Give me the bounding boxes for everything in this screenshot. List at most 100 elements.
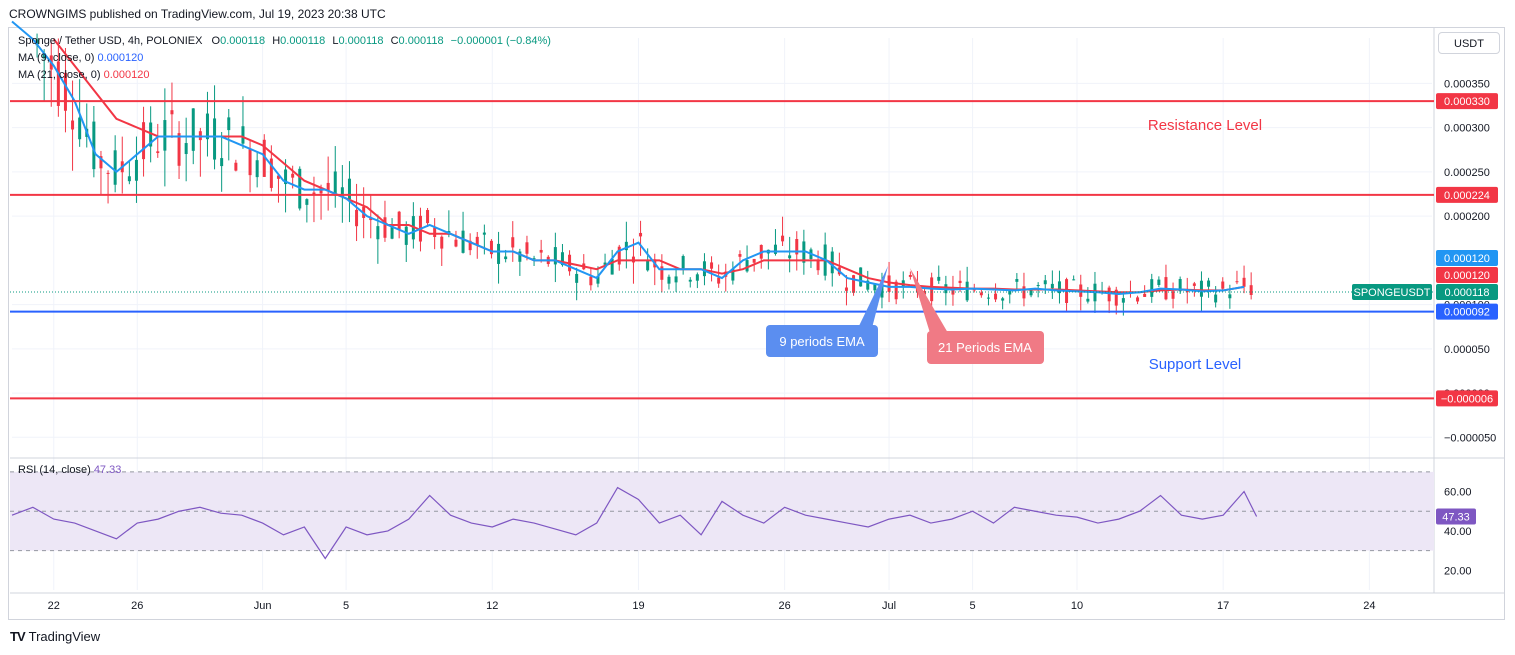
candle-body — [234, 162, 238, 171]
rsi-value: 47.33 — [93, 464, 122, 476]
candle-body — [333, 171, 337, 196]
candle-body — [404, 226, 408, 245]
candle-body — [184, 143, 188, 155]
ticker-tag — [1352, 284, 1432, 300]
resistance-lower-price-tag — [1436, 186, 1498, 203]
ma21-price-label — [1436, 267, 1498, 283]
candle-body — [163, 120, 167, 151]
publisher-line: CROWNGIMS published on TradingView.com, … — [9, 7, 386, 21]
time-tick-label: 26 — [779, 600, 791, 612]
candle-body — [1242, 277, 1246, 287]
candle-body — [63, 72, 67, 111]
candle-body — [56, 61, 60, 106]
candle-body — [71, 120, 75, 130]
candle-body — [894, 281, 898, 300]
candle-body — [248, 149, 252, 176]
candle-body — [667, 276, 671, 284]
candle-body — [979, 292, 983, 296]
time-tick-label: 26 — [131, 600, 143, 612]
time-tick-label: 17 — [1217, 600, 1229, 612]
candle-body — [1029, 289, 1033, 296]
candle-body — [291, 173, 295, 178]
support-price-tag — [1436, 303, 1498, 320]
candle-body — [504, 256, 508, 260]
candle-body — [497, 243, 501, 264]
candle-body — [532, 258, 536, 260]
candle-body — [965, 281, 969, 301]
resistance-upper-price-text: 0.000330 — [1444, 96, 1490, 108]
candle-body — [937, 276, 941, 281]
candle-body — [738, 254, 742, 257]
time-tick-label: 10 — [1071, 600, 1083, 612]
candle-body — [319, 188, 323, 194]
candle-body — [908, 275, 912, 277]
ma21-legend[interactable]: MA (21, close, 0) 0.000120 — [18, 69, 150, 81]
time-tick-label: Jul — [882, 600, 896, 612]
candle-body — [1036, 285, 1040, 287]
candle-body — [795, 239, 799, 255]
resistance-lower-price-text: 0.000224 — [1444, 190, 1490, 202]
ohlc-low-value: 0.000118 — [338, 35, 384, 47]
tradingview-name: TradingView — [28, 629, 101, 644]
candle-body — [369, 217, 373, 221]
lower-red-price-text: −0.000006 — [1441, 393, 1493, 405]
candle-body — [1150, 279, 1154, 297]
candle-body — [674, 276, 678, 283]
rsi-legend[interactable]: RSI (14, close) 47.33 — [18, 464, 121, 476]
last-price-label-text: 0.000118 — [1444, 287, 1489, 299]
candle-body — [1143, 293, 1147, 297]
candle-body — [92, 121, 96, 170]
candle-body — [305, 199, 309, 205]
candle-body — [220, 158, 224, 167]
candle-body — [433, 227, 437, 238]
ema9-callout-pointer — [858, 266, 888, 328]
ohlc-high-value: 0.000118 — [280, 35, 326, 47]
candle-body — [923, 290, 927, 295]
candle-body — [340, 187, 344, 197]
candle-body — [710, 262, 714, 269]
candle-body — [624, 241, 628, 251]
candle-body — [511, 237, 515, 248]
time-tick-label: 19 — [632, 600, 644, 612]
ma9-legend[interactable]: MA (9, close, 0) 0.000120 — [18, 52, 143, 64]
ohlc-high-label: H — [272, 35, 281, 47]
candle-body — [1207, 280, 1211, 287]
lower-red-price-tag — [1436, 390, 1498, 407]
rsi-label: RSI (14, close) — [18, 464, 91, 476]
price-tick-label: −0.000050 — [1444, 432, 1496, 444]
candle-body — [142, 122, 146, 160]
resistance-upper-price-tag — [1436, 93, 1498, 110]
currency-button[interactable]: USDT — [1438, 32, 1500, 54]
candle-body — [717, 277, 721, 284]
support-price-text: 0.000092 — [1444, 307, 1490, 319]
ma21-price-label-text: 0.000120 — [1444, 270, 1490, 282]
candle-body — [1001, 298, 1005, 301]
candle-body — [617, 246, 621, 265]
candle-body — [688, 279, 692, 282]
candle-body — [1249, 285, 1253, 295]
ema21-callout-pointer — [910, 268, 948, 333]
candle-body — [695, 274, 699, 281]
candle-body — [1022, 286, 1026, 299]
candle-body — [347, 178, 351, 200]
candle-body — [646, 260, 650, 271]
candle-body — [788, 255, 792, 259]
candle-body — [1107, 287, 1111, 302]
candle-body — [106, 172, 110, 174]
candle-body — [866, 280, 870, 290]
tradingview-brand[interactable]: TV TradingView — [10, 629, 100, 644]
candle-body — [994, 293, 998, 300]
price-tick-label: 0.000200 — [1444, 211, 1490, 223]
ohlc-open-label: O — [211, 35, 221, 47]
candle-body — [986, 297, 990, 299]
candle-body — [596, 275, 600, 284]
symbol-legend[interactable]: Sponge / Tether USD, 4h, POLONIEX O0.000… — [18, 35, 551, 47]
ohlc-close-label: C — [390, 35, 399, 47]
price-tick-label: 0.000250 — [1444, 167, 1490, 179]
candle-body — [660, 266, 664, 280]
candle-body — [702, 261, 706, 277]
ohlc-change-value: −0.000001 (−0.84%) — [450, 35, 551, 47]
candle-body — [383, 217, 387, 238]
candle-body — [1121, 298, 1125, 303]
